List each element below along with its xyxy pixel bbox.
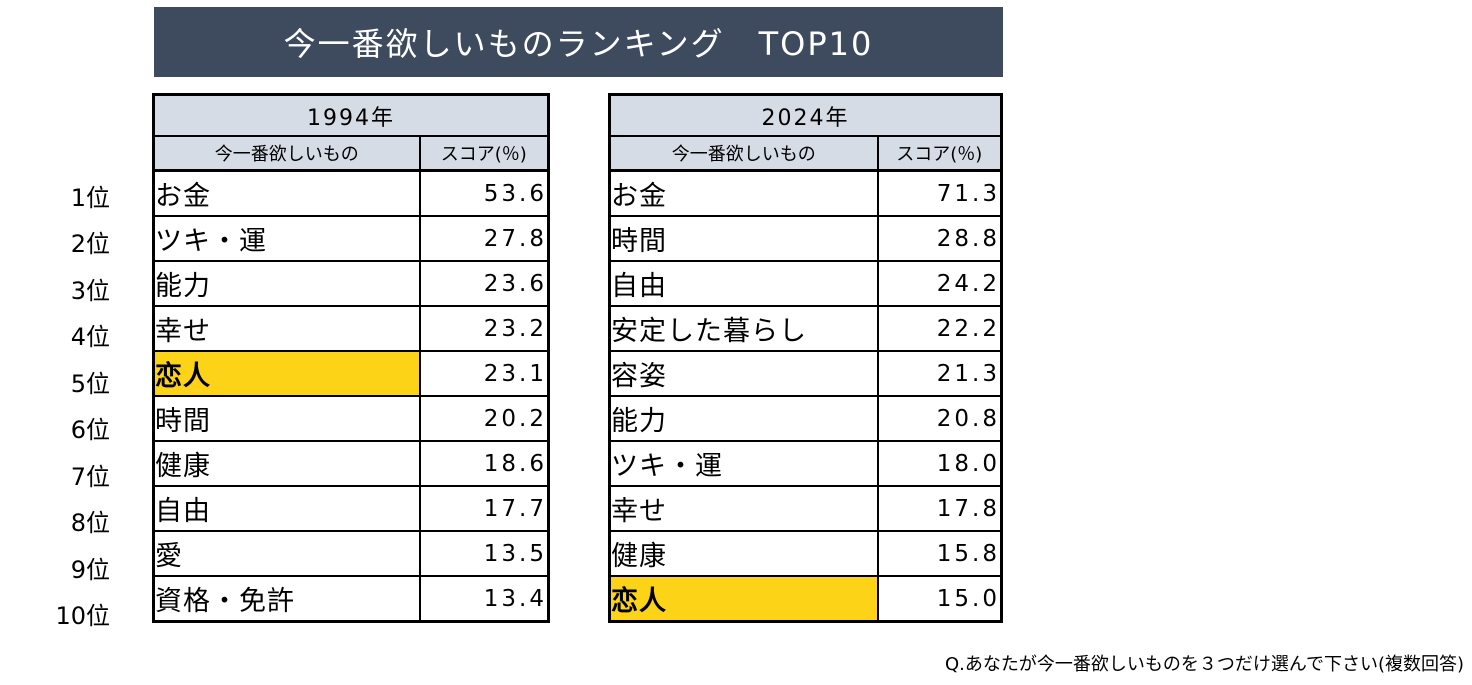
row-score: 15.0 xyxy=(876,575,1003,623)
row-item: 容姿 xyxy=(608,350,879,397)
table-row: 容姿 21.3 xyxy=(608,350,1003,397)
column-header-item: 今一番欲しいもの xyxy=(608,135,879,172)
table-row: ツキ・運 27.8 xyxy=(152,215,550,262)
column-header-item: 今一番欲しいもの xyxy=(152,135,421,172)
row-score: 13.4 xyxy=(418,575,550,623)
row-score: 23.2 xyxy=(418,305,550,352)
table-row: 恋人 15.0 xyxy=(608,575,1003,623)
rank-label: 1位 xyxy=(70,183,110,212)
row-item: お金 xyxy=(608,169,879,217)
rank-label: 5位 xyxy=(70,369,110,398)
row-item: 幸せ xyxy=(608,485,879,532)
row-item: 能力 xyxy=(152,260,421,307)
table-row: 健康 15.8 xyxy=(608,530,1003,577)
table-row: 恋人 23.1 xyxy=(152,350,550,397)
row-item: ツキ・運 xyxy=(152,215,421,262)
column-header-score: スコア(％) xyxy=(418,135,550,172)
row-item: 健康 xyxy=(608,530,879,577)
table-row: 安定した暮らし 22.2 xyxy=(608,305,1003,352)
table-row: 資格・免許 13.4 xyxy=(152,575,550,623)
table-row: 幸せ 23.2 xyxy=(152,305,550,352)
table-row: 愛 13.5 xyxy=(152,530,550,577)
row-item: 恋人 xyxy=(152,350,421,397)
row-score: 17.7 xyxy=(418,485,550,532)
table-row: 時間 28.8 xyxy=(608,215,1003,262)
row-item: 自由 xyxy=(608,260,879,307)
rank-label: 6位 xyxy=(70,416,110,445)
table-row: 健康 18.6 xyxy=(152,440,550,487)
row-score: 53.6 xyxy=(418,169,550,217)
table-row: 幸せ 17.8 xyxy=(608,485,1003,532)
survey-question-note: Q.あなたが今一番欲しいものを３つだけ選んで下さい(複数回答) xyxy=(944,654,1464,675)
row-item: お金 xyxy=(152,169,421,217)
row-score: 18.0 xyxy=(876,440,1003,487)
row-score: 71.3 xyxy=(876,169,1003,217)
row-score: 21.3 xyxy=(876,350,1003,397)
ranking-table-1994: 1994年 今一番欲しいもの スコア(％) お金 53.6 ツキ・運 27.8 能力 23… xyxy=(152,93,550,623)
page-title: 今一番欲しいものランキング TOP10 xyxy=(154,7,1003,77)
table-year: 1994年 xyxy=(152,93,550,137)
row-score: 17.8 xyxy=(876,485,1003,532)
rank-label: 4位 xyxy=(70,323,110,352)
row-score: 28.8 xyxy=(876,215,1003,262)
table-year: 2024年 xyxy=(608,93,1003,137)
row-score: 20.8 xyxy=(876,395,1003,442)
table-row: 自由 24.2 xyxy=(608,260,1003,307)
rank-label: 3位 xyxy=(70,276,110,305)
row-score: 22.2 xyxy=(876,305,1003,352)
row-item: 恋人 xyxy=(608,575,879,623)
row-score: 15.8 xyxy=(876,530,1003,577)
row-score: 23.1 xyxy=(418,350,550,397)
row-item: ツキ・運 xyxy=(608,440,879,487)
table-row: お金 53.6 xyxy=(152,169,550,217)
row-item: 安定した暮らし xyxy=(608,305,879,352)
row-item: 時間 xyxy=(152,395,421,442)
row-score: 20.2 xyxy=(418,395,550,442)
table-row: 能力 23.6 xyxy=(152,260,550,307)
ranking-table-2024: 2024年 今一番欲しいもの スコア(％) お金 71.3 時間 28.8 自由 24.2… xyxy=(608,93,1003,623)
row-item: 健康 xyxy=(152,440,421,487)
row-score: 23.6 xyxy=(418,260,550,307)
table-row: 時間 20.2 xyxy=(152,395,550,442)
rank-label: 10位 xyxy=(55,602,110,631)
row-score: 18.6 xyxy=(418,440,550,487)
row-item: 自由 xyxy=(152,485,421,532)
row-item: 愛 xyxy=(152,530,421,577)
table-row: お金 71.3 xyxy=(608,169,1003,217)
table-row: ツキ・運 18.0 xyxy=(608,440,1003,487)
rank-label: 7位 xyxy=(70,462,110,491)
row-item: 時間 xyxy=(608,215,879,262)
row-item: 資格・免許 xyxy=(152,575,421,623)
row-score: 24.2 xyxy=(876,260,1003,307)
table-row: 能力 20.8 xyxy=(608,395,1003,442)
rank-label: 9位 xyxy=(70,555,110,584)
row-item: 能力 xyxy=(608,395,879,442)
table-row: 自由 17.7 xyxy=(152,485,550,532)
rank-column: 1位 2位 3位 4位 5位 6位 7位 8位 9位 10位 xyxy=(0,172,140,637)
rank-label: 2位 xyxy=(70,230,110,259)
row-score: 13.5 xyxy=(418,530,550,577)
column-header-score: スコア(％) xyxy=(876,135,1003,172)
rank-label: 8位 xyxy=(70,509,110,538)
row-item: 幸せ xyxy=(152,305,421,352)
row-score: 27.8 xyxy=(418,215,550,262)
